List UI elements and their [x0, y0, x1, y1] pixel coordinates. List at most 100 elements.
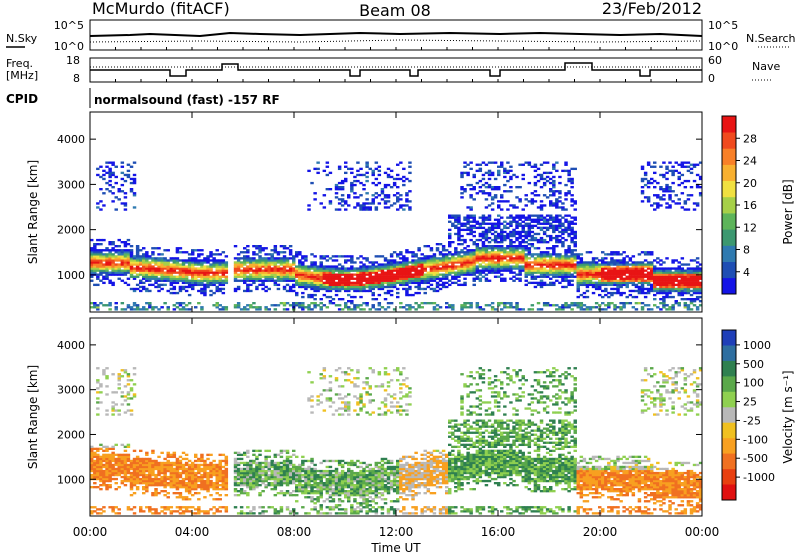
power-cell	[322, 265, 327, 268]
power-cell	[570, 230, 574, 234]
power-cell	[515, 232, 519, 236]
power-cell	[490, 265, 495, 268]
velocity-cell	[145, 461, 149, 465]
power-cell	[408, 273, 412, 276]
velocity-cell	[145, 482, 149, 485]
power-cell	[524, 161, 528, 164]
power-cell	[613, 273, 617, 276]
power-cell	[634, 269, 639, 272]
power-cell	[475, 255, 480, 258]
power-cell	[365, 259, 369, 262]
power-cell	[126, 257, 131, 260]
power-cell	[509, 255, 513, 258]
power-cell	[460, 261, 464, 264]
power-cell	[129, 308, 134, 311]
power-cell	[145, 269, 149, 272]
power-cell	[126, 251, 131, 254]
velocity-cell	[123, 465, 128, 469]
power-cell	[484, 234, 489, 238]
power-cell	[313, 265, 317, 268]
velocity-cell	[90, 512, 94, 515]
power-cell	[500, 245, 504, 248]
power-cell	[362, 308, 366, 311]
power-cell	[469, 226, 473, 230]
power-cell	[659, 165, 663, 168]
power-cell	[591, 277, 596, 280]
velocity-cell	[93, 455, 97, 459]
power-cell	[402, 265, 406, 268]
power-cell	[246, 304, 250, 307]
power-cell	[521, 226, 525, 230]
velocity-cell	[117, 461, 121, 465]
power-cell	[380, 285, 385, 289]
power-cell	[671, 283, 675, 287]
power-cell	[521, 265, 525, 268]
power-cell	[460, 249, 464, 252]
power-cell	[515, 255, 519, 258]
power-cell	[695, 281, 700, 285]
power-cell	[108, 271, 112, 274]
power-cell	[490, 263, 495, 266]
velocity-cell	[123, 457, 128, 461]
power-cell	[604, 257, 608, 260]
power-cell	[549, 214, 553, 217]
power-cell	[576, 265, 580, 268]
velocity-cell	[169, 510, 174, 513]
power-cell	[552, 175, 556, 179]
velocity-cell	[142, 488, 146, 491]
power-cell	[497, 236, 501, 240]
velocity-cell	[96, 401, 100, 404]
power-cell	[646, 261, 651, 264]
power-cell	[573, 245, 577, 248]
power-cell	[322, 293, 327, 297]
velocity-cell	[169, 465, 174, 469]
power-cell	[463, 241, 467, 244]
velocity-cell	[175, 506, 180, 509]
power-cell	[347, 267, 351, 270]
power-cell	[472, 283, 476, 287]
power-cell	[545, 241, 550, 244]
power-cell	[549, 200, 553, 203]
power-cell	[426, 259, 431, 262]
power-cell	[530, 218, 535, 221]
power-cell	[276, 287, 281, 291]
power-cell	[236, 261, 241, 264]
power-cell	[236, 279, 241, 282]
nave-right-tick-top: 60	[708, 54, 722, 67]
velocity-cell	[105, 393, 109, 396]
power-cell	[619, 279, 623, 282]
power-cell	[646, 281, 651, 285]
power-cell	[344, 269, 348, 272]
power-cell	[117, 257, 121, 260]
power-cell	[154, 247, 158, 250]
power-cell	[359, 206, 363, 209]
power-cell	[435, 289, 440, 293]
power-cell	[93, 251, 97, 254]
power-cell	[500, 273, 504, 276]
power-cell	[487, 194, 492, 197]
power-cell	[313, 298, 317, 301]
power-cell	[692, 289, 697, 293]
power-cell	[126, 306, 131, 309]
power-cell	[579, 269, 584, 272]
power-cell	[481, 236, 486, 240]
power-cell	[607, 277, 611, 280]
power-cell	[392, 283, 397, 287]
power-cell	[445, 261, 449, 264]
power-cell	[570, 179, 574, 183]
power-cell	[487, 204, 492, 207]
power-cell	[96, 206, 100, 209]
power-cell	[218, 253, 222, 256]
power-cell	[307, 204, 311, 207]
power-cell	[117, 245, 121, 248]
power-cell	[362, 202, 366, 205]
power-cell	[653, 281, 657, 285]
power-cell	[662, 302, 666, 305]
power-cell	[337, 188, 342, 191]
power-cell	[695, 186, 700, 189]
power-cell	[435, 271, 440, 274]
power-cell	[212, 261, 216, 264]
power-cell	[187, 285, 192, 289]
power-cell	[120, 202, 125, 205]
power-cell	[481, 218, 486, 221]
